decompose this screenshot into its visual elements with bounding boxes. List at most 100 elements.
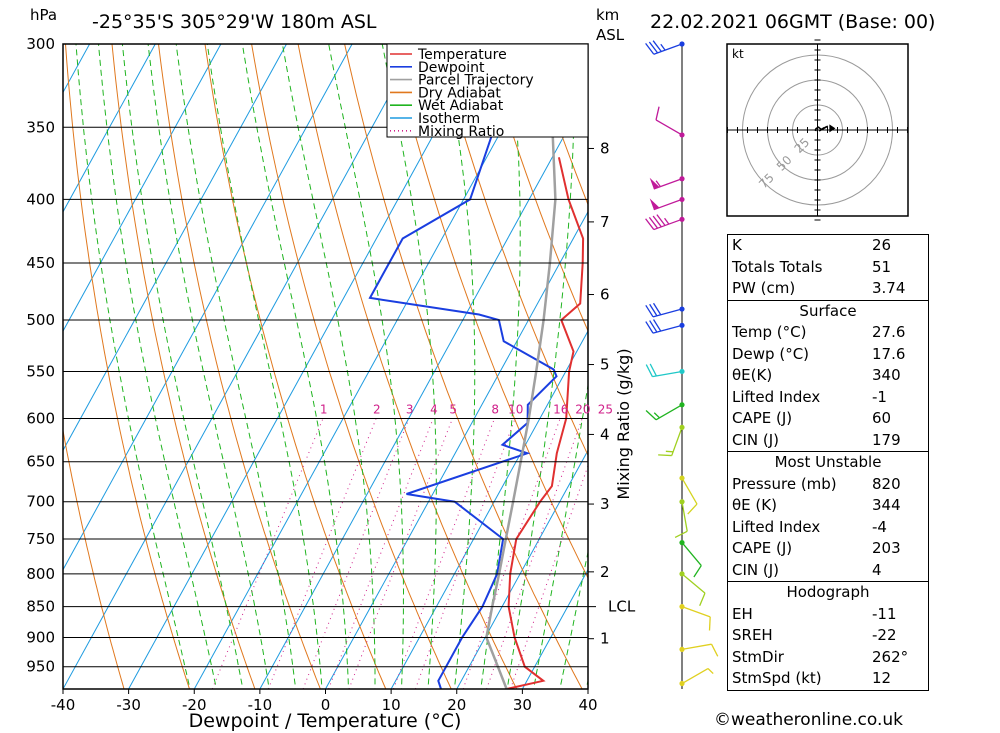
wind-barb — [649, 176, 685, 190]
temperature-profile — [506, 157, 585, 689]
x-tick-label: 0 — [321, 696, 331, 714]
wind-barb-flag — [710, 643, 719, 657]
wind-barb-flag — [649, 320, 658, 333]
mu-pressure-row: Pressure (mb) 820 — [728, 474, 928, 496]
legend-entry: Dewpoint — [418, 60, 485, 76]
wind-barb-flag — [645, 410, 657, 421]
wind-barb-shaft — [655, 119, 683, 136]
dry-adiabat-line — [344, 44, 583, 689]
stmdir-row: StmDir 262° — [728, 647, 928, 669]
lcl-label: LCL — [608, 598, 636, 616]
wind-barb — [679, 571, 706, 606]
mu-li-value: -4 — [872, 517, 887, 536]
wind-barb-shaft — [653, 178, 683, 190]
wind-level-dot — [679, 41, 685, 47]
surface-cin-label: CIN (J) — [732, 430, 780, 449]
surface-temp-row: Temp (°C) 27.6 — [728, 322, 928, 344]
surface-li-value: -1 — [872, 387, 887, 406]
mixing-ratio-line — [267, 418, 377, 689]
pressure-tick-label: 900 — [26, 629, 55, 647]
pressure-tick-label: 300 — [26, 35, 55, 53]
surface-temp-label: Temp (°C) — [732, 323, 807, 341]
mu-cin-row: CIN (J) 4 — [728, 560, 928, 582]
mixing-ratio-label: 2 — [373, 403, 381, 417]
wind-barb-flag — [645, 218, 655, 230]
wind-barb-shaft — [681, 501, 688, 532]
copyright-footer[interactable]: ©weatheronline.co.uk — [714, 710, 904, 730]
isotherm-line — [0, 44, 24, 689]
sreh-value: -22 — [872, 626, 897, 644]
dry-adiabat-line — [949, 44, 1000, 689]
wind-barb — [658, 424, 685, 457]
wind-barb-flag — [699, 592, 706, 606]
wind-barb — [645, 363, 685, 378]
k-index-value: 26 — [872, 236, 892, 254]
totals-totals-label: Totals Totals — [732, 257, 823, 276]
wind-barb-shaft — [652, 308, 683, 318]
wind-barb — [674, 499, 688, 539]
wind-barb-flag — [652, 40, 662, 52]
x-tick-label: -20 — [182, 696, 207, 714]
wet-adiabat-line — [442, 44, 476, 689]
pressure-unit-label: hPa — [30, 6, 57, 24]
stmdir-value: 262° — [872, 647, 909, 666]
pressure-tick-label: 950 — [26, 658, 55, 676]
wind-level-dot — [679, 571, 685, 577]
x-tick-label: 20 — [447, 696, 466, 714]
isotherm-line — [63, 44, 353, 571]
wet-adiabat-line — [147, 44, 270, 689]
pressure-tick-label: 700 — [26, 493, 55, 511]
isotherm-line — [63, 44, 287, 452]
mixing-ratio-label: 3 — [406, 403, 414, 417]
km-unit-label: km — [596, 6, 619, 24]
surface-theta-e-value: 340 — [872, 366, 901, 384]
wet-adiabat-line — [75, 44, 191, 689]
wind-barb-flag — [652, 215, 662, 228]
dry-adiabat-line — [251, 44, 452, 689]
mu-pressure-value: 820 — [872, 474, 901, 493]
dry-adiabat-line — [297, 44, 518, 689]
km-tick-label: 6 — [600, 286, 610, 304]
mixing-ratio-label: 25 — [598, 403, 613, 417]
pressure-tick-label: 800 — [26, 565, 55, 583]
wind-level-dot — [679, 322, 685, 328]
wet-adiabat-line — [381, 44, 437, 689]
mu-pressure-label: Pressure (mb) — [732, 474, 837, 493]
legend-entry: Dry Adiabat — [418, 85, 501, 101]
wind-barb-half-flag — [664, 217, 670, 225]
surface-theta-e-label: θE(K) — [732, 366, 773, 384]
dry-adiabat-line — [158, 44, 321, 689]
mu-theta-e-label: θE (K) — [732, 496, 777, 514]
mixing-ratio-label: 20 — [575, 403, 590, 417]
surface-cin-row: CIN (J) 179 — [728, 430, 928, 452]
wind-level-dot — [679, 402, 685, 408]
wet-adiabat-line — [328, 44, 404, 689]
surface-cape-label: CAPE (J) — [732, 409, 793, 427]
indices-table: K 26 Totals Totals 51 PW (cm) 3.74 Surface … — [727, 234, 929, 691]
wind-barb-flag — [648, 216, 659, 229]
pressure-tick-label: 600 — [26, 409, 55, 427]
wind-barb-flag — [649, 303, 658, 317]
km-tick-label: 8 — [600, 139, 610, 157]
dry-adiabat-line — [65, 44, 190, 689]
isotherm-line — [456, 449, 588, 689]
pw-label: PW (cm) — [732, 279, 796, 297]
wet-adiabat-line — [206, 44, 323, 689]
stmspd-label: StmSpd (kt) — [732, 669, 822, 687]
surface-cape-value: 60 — [872, 409, 892, 427]
hodograph-unit-label: kt — [732, 47, 744, 61]
surface-li-row: Lifted Index -1 — [728, 387, 928, 409]
wind-barb-shaft — [652, 370, 683, 378]
mu-cape-value: 203 — [872, 539, 901, 557]
wet-adiabat-line — [241, 44, 350, 689]
wind-barb — [645, 214, 685, 231]
x-tick-label: 10 — [382, 696, 401, 714]
surface-cin-value: 179 — [872, 430, 901, 449]
x-tick-label: -10 — [248, 696, 273, 714]
k-index-label: K — [732, 236, 742, 254]
sreh-label: SREH — [732, 626, 773, 644]
wind-barb-shaft — [655, 404, 683, 421]
pressure-tick-label: 650 — [26, 453, 55, 471]
wet-adiabat-line — [98, 44, 217, 689]
